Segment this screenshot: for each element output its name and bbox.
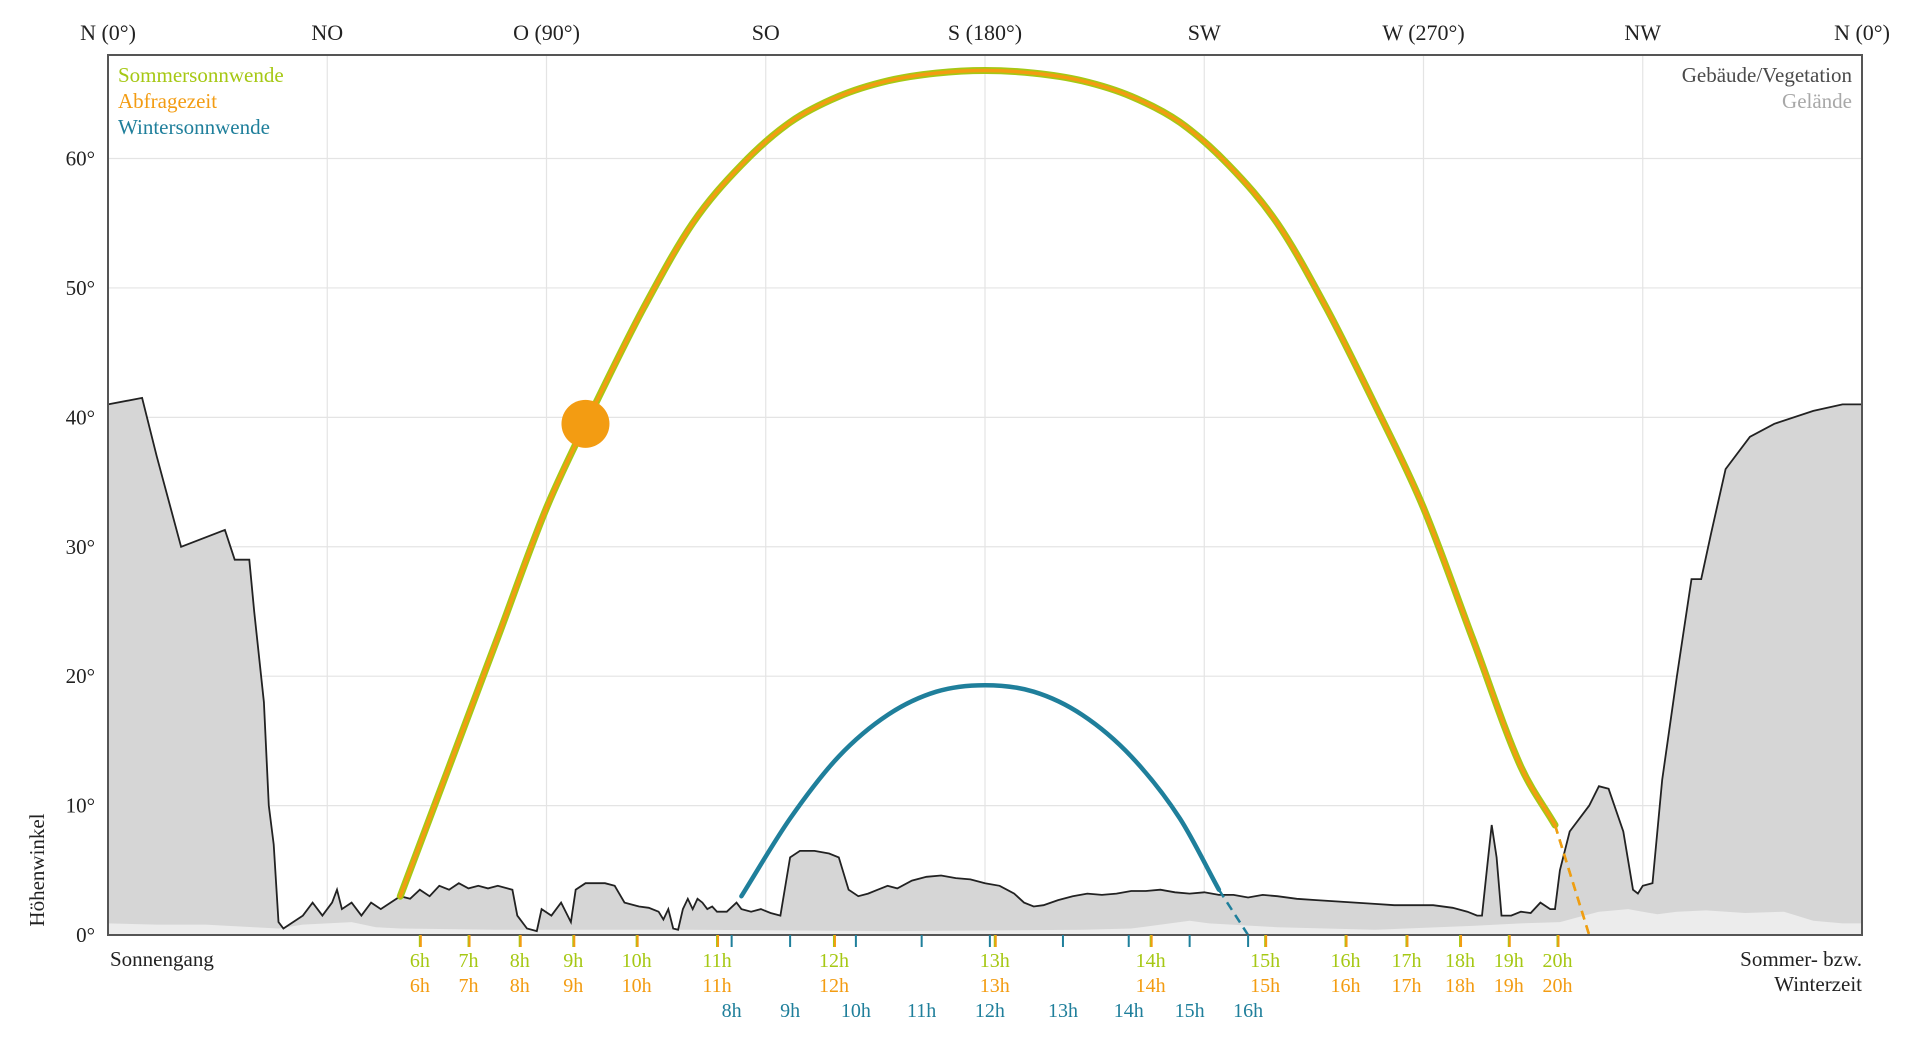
query-time-label-15h: 15h [1250, 975, 1280, 997]
summer-time-label-19h: 19h [1494, 950, 1524, 972]
wintersonnwende-hidden-segment-2 [1217, 889, 1250, 936]
summer-time-label-8h: 8h [510, 950, 530, 972]
query-time-label-11h: 11h [702, 975, 731, 997]
buildings-vegetation-outline [107, 396, 1862, 933]
summer-time-label-7h: 7h [459, 950, 479, 972]
winter-time-label-8h: 8h [722, 1000, 742, 1022]
terrain-area [108, 909, 1862, 935]
horizon-profile [107, 396, 1862, 935]
query-time-label-18h: 18h [1445, 975, 1475, 997]
sun-paths [396, 66, 1591, 936]
x-tick-label-o-90: O (90°) [513, 20, 580, 45]
legend-entry-gebaeude-vegetation: Gebäude/Vegetation [1682, 63, 1853, 87]
query-time-label-7h: 7h [459, 975, 479, 997]
query-time-label-17h: 17h [1391, 975, 1421, 997]
x-tick-label-so: SO [752, 20, 780, 45]
y-tick-label-20: 20° [66, 664, 95, 688]
winter-time-label-10h: 10h [841, 1000, 871, 1022]
y-tick-label-30: 30° [66, 535, 95, 559]
y-tick-label-60: 60° [66, 147, 95, 171]
summer-time-label-14h: 14h [1136, 950, 1166, 972]
x-tick-label-w-270: W (270°) [1382, 20, 1464, 45]
x-tick-label-no: NO [311, 20, 343, 45]
wintersonnwende-line [739, 682, 1222, 899]
buildings-vegetation-area [108, 397, 1862, 935]
legend: Sommersonnwende Abfragezeit Wintersonnwe… [118, 63, 284, 139]
abfragezeit-line [398, 68, 1557, 898]
time-mode-label-line2: Winterzeit [1774, 972, 1862, 996]
legend-entry-gelaende: Gelände [1782, 89, 1852, 113]
time-ticks: 6h 7h 8h 9h 10h 11h 12h 13h 14h 15h 16h 17h 18h 19h 20… [410, 935, 1572, 1022]
query-time-label-10h: 10h [622, 975, 652, 997]
y-tick-label-40: 40° [66, 405, 95, 429]
summer-time-label-6h: 6h [410, 950, 430, 972]
summer-time-label-11h: 11h [702, 950, 731, 972]
query-time-label-20h: 20h [1542, 975, 1572, 997]
summer-time-label-16h: 16h [1331, 950, 1361, 972]
y-tick-label-10: 10° [66, 794, 95, 818]
summer-time-label-17h: 17h [1391, 950, 1421, 972]
winter-time-label-14h: 14h [1114, 1000, 1144, 1022]
legend-entry-wintersonnwende: Wintersonnwende [118, 115, 270, 139]
summer-time-label-15h: 15h [1250, 950, 1280, 972]
summer-time-label-18h: 18h [1445, 950, 1475, 972]
winter-time-label-15h: 15h [1175, 1000, 1205, 1022]
query-time-label-19h: 19h [1494, 975, 1524, 997]
query-time-label-8h: 8h [510, 975, 530, 997]
query-time-label-12h: 12h [819, 975, 849, 997]
x-tick-label-sw: SW [1188, 20, 1221, 45]
winter-time-label-9h: 9h [780, 1000, 800, 1022]
summer-time-label-20h: 20h [1542, 950, 1572, 972]
y-tick-label-50: 50° [66, 276, 95, 300]
y-axis-label: Höhenwinkel [25, 813, 49, 926]
x-tick-label-n-0: N (0°) [80, 20, 136, 45]
summer-time-label-12h: 12h [819, 950, 849, 972]
sommersonnwende-line [396, 66, 1559, 900]
query-time-label-6h: 6h [410, 975, 430, 997]
query-time-label-16h: 16h [1331, 975, 1361, 997]
legend-right: Gebäude/Vegetation Gelände [1682, 63, 1853, 113]
winter-time-label-11h: 11h [907, 1000, 936, 1022]
x-tick-label-s-180: S (180°) [948, 20, 1022, 45]
query-time-label-14h: 14h [1136, 975, 1166, 997]
grid [108, 55, 1862, 935]
plot-frame [107, 54, 1863, 936]
query-time-label-13h: 13h [980, 975, 1010, 997]
legend-entry-sommersonnwende: Sommersonnwende [118, 63, 284, 87]
axes: N (0°) NO O (90°) SO S (180°) SW W (270°) NW N (… [66, 20, 1890, 947]
summer-time-label-13h: 13h [980, 950, 1010, 972]
sun-position-marker [561, 399, 610, 448]
winter-time-label-16h: 16h [1233, 1000, 1263, 1022]
legend-entry-abfragezeit: Abfragezeit [118, 89, 217, 113]
winter-time-label-13h: 13h [1048, 1000, 1078, 1022]
x-tick-label-nw: NW [1624, 20, 1661, 45]
y-tick-label-0: 0° [76, 923, 95, 947]
summer-time-label-9h: 9h [563, 950, 583, 972]
query-time-label-9h: 9h [563, 975, 583, 997]
winter-time-label-12h: 12h [975, 1000, 1005, 1022]
time-mode-label-line1: Sommer- bzw. [1740, 947, 1862, 971]
sonnengang-label: Sonnengang [110, 947, 214, 971]
summer-time-label-10h: 10h [622, 950, 652, 972]
x-tick-label-n-0: N (0°) [1834, 20, 1890, 45]
